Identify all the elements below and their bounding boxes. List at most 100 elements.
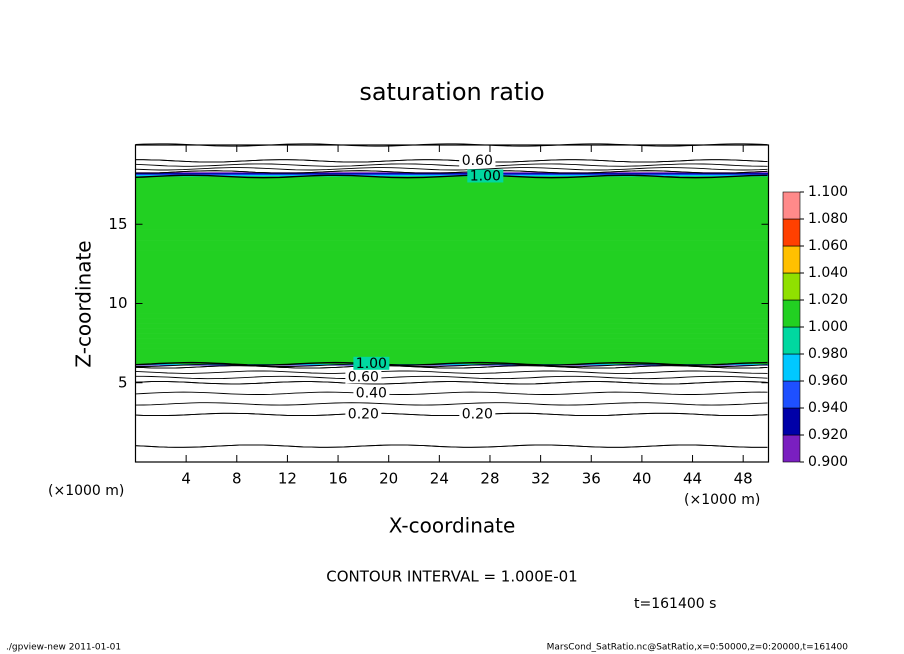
- field-band: [135, 378, 769, 380]
- field-band: [135, 172, 769, 174]
- field-band: [135, 382, 769, 384]
- field-band: [135, 374, 769, 376]
- field-band: [135, 455, 769, 458]
- contour-label-bg: [353, 356, 390, 370]
- field-band: [135, 164, 769, 166]
- field-band: [135, 389, 769, 391]
- contour-label: 0.60: [462, 153, 493, 169]
- field-band: [135, 415, 769, 418]
- field-band: [135, 398, 769, 401]
- field-band: [135, 156, 769, 158]
- field-band: [135, 282, 769, 294]
- field-band: [135, 373, 769, 375]
- field-band: [135, 328, 769, 334]
- field-band: [135, 407, 769, 410]
- field-band: [135, 353, 769, 360]
- field-band: [135, 454, 769, 456]
- field-band: [135, 434, 769, 436]
- field-band: [135, 448, 769, 451]
- field-band: [135, 443, 769, 446]
- field-band: [135, 150, 769, 152]
- contour-line: [135, 412, 768, 417]
- field-band: [135, 423, 769, 426]
- field-band: [135, 323, 769, 329]
- field-band: [135, 155, 769, 157]
- field-band: [135, 428, 769, 431]
- field-band: [135, 368, 769, 370]
- field-band: [135, 229, 769, 241]
- field-band: [135, 447, 769, 450]
- field-band: [135, 450, 769, 452]
- chart-title: saturation ratio: [359, 78, 544, 106]
- field-band: [135, 393, 769, 395]
- field-band: [135, 343, 769, 349]
- field-band: [135, 145, 769, 147]
- contour-line: [135, 391, 768, 395]
- colorbar-label: 1.080: [808, 211, 848, 227]
- field-band: [135, 405, 769, 407]
- field-band: [135, 218, 769, 230]
- x-tick-label: 44: [683, 470, 702, 488]
- contour-label-bg: [459, 153, 496, 167]
- field-band: [135, 406, 769, 409]
- x-unit: (×1000 m): [684, 492, 760, 508]
- colorbar-cell: [782, 380, 801, 409]
- field-band: [135, 382, 769, 385]
- field-band: [135, 431, 769, 434]
- field-band: [135, 413, 769, 415]
- colorbar-label: 0.940: [808, 400, 848, 416]
- contour-label-bg: [459, 407, 496, 421]
- colorbar-label: 1.040: [808, 265, 848, 281]
- x-tick-label: 16: [329, 470, 348, 488]
- x-axis-label: X-coordinate: [389, 514, 516, 538]
- field-band: [135, 308, 769, 314]
- field-band: [135, 358, 769, 365]
- contour-line: [135, 365, 768, 369]
- field-band: [135, 187, 769, 199]
- field-band: [135, 152, 769, 154]
- x-tick-label: 20: [379, 470, 398, 488]
- colorbar-label: 0.920: [808, 427, 848, 443]
- field-band: [135, 148, 769, 150]
- field-band: [135, 438, 769, 440]
- field-band: [135, 379, 769, 381]
- field-band: [135, 168, 769, 170]
- field-band: [135, 147, 769, 149]
- field-band: [135, 370, 769, 372]
- contour-line: [135, 381, 768, 385]
- field-band: [135, 164, 769, 165]
- contour-label-bg: [345, 370, 382, 384]
- contour-line: [135, 375, 768, 380]
- field-band: [135, 151, 769, 153]
- colorbar-cell: [782, 353, 801, 382]
- x-tick-label: 24: [430, 470, 449, 488]
- colorbar-label: 1.060: [808, 238, 848, 254]
- contour-label: 1.00: [356, 356, 387, 372]
- y-tick-label: 10: [108, 294, 127, 312]
- colorbar-cell: [782, 272, 801, 301]
- field-band: [135, 386, 769, 389]
- field-band: [135, 173, 769, 174]
- colorbar-label: 0.900: [808, 454, 848, 470]
- contour-line: [135, 174, 768, 179]
- contour-line: [135, 402, 768, 406]
- field-band: [135, 456, 769, 459]
- field-band: [135, 436, 769, 439]
- field-band: [135, 411, 769, 414]
- field-band: [135, 171, 769, 173]
- field-band: [135, 390, 769, 393]
- contour-label: 0.60: [348, 369, 379, 385]
- field-band: [135, 146, 769, 148]
- field-band: [135, 292, 769, 304]
- colorbar-cell: [782, 218, 801, 247]
- field-band: [135, 368, 769, 370]
- x-tick-label: 36: [582, 470, 601, 488]
- field-band: [135, 451, 769, 454]
- field-band: [135, 410, 769, 413]
- field-band: [135, 417, 769, 419]
- field-band: [135, 385, 769, 388]
- field-band: [135, 146, 769, 148]
- x-tick-label: 4: [181, 470, 191, 488]
- field-band: [135, 167, 769, 169]
- field-band: [135, 162, 769, 164]
